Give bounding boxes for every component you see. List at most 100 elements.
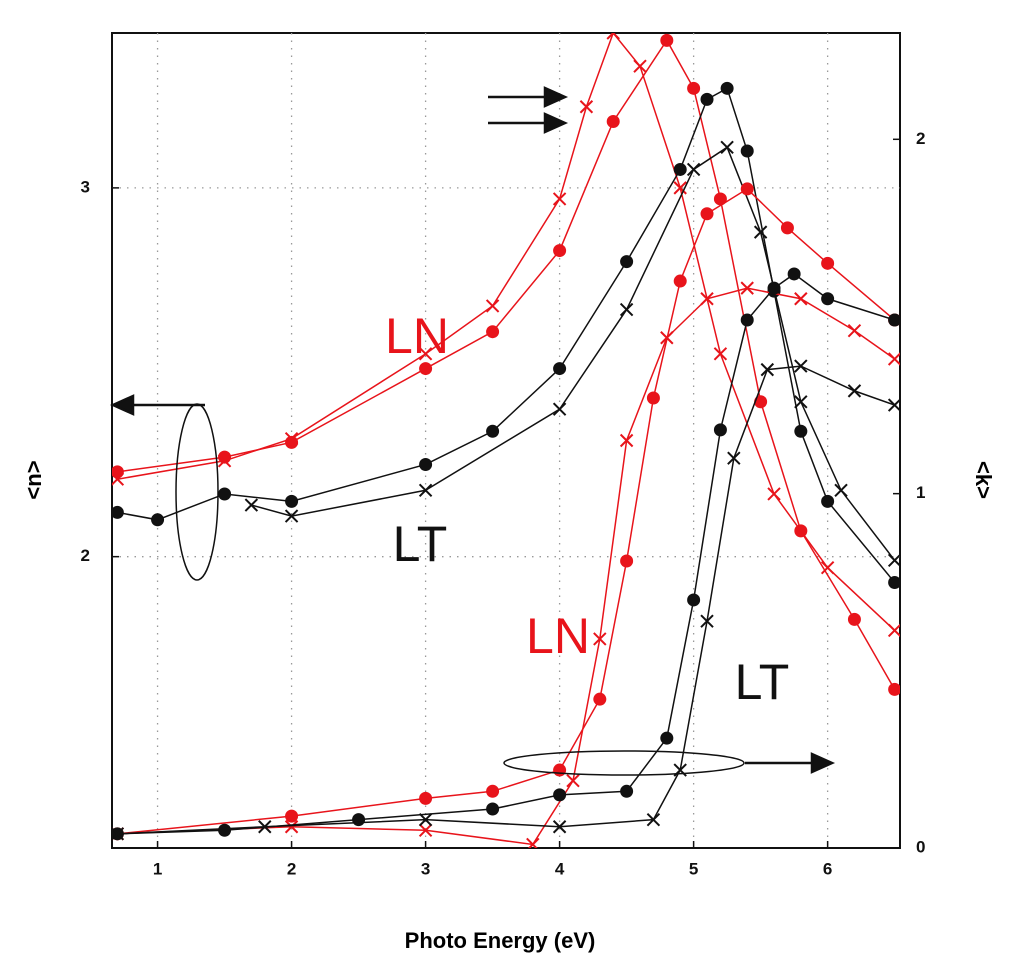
- point: [486, 325, 500, 339]
- point: [687, 81, 701, 95]
- x-tick-label: 6: [823, 859, 832, 878]
- x-tick-label: 2: [287, 859, 296, 878]
- point: [847, 612, 861, 626]
- point: [686, 162, 701, 177]
- point: [740, 144, 754, 158]
- point: [740, 182, 754, 196]
- point: [566, 773, 580, 788]
- ellipse: [503, 750, 745, 776]
- point: [740, 281, 754, 295]
- point: [418, 347, 433, 361]
- plot-frame: [111, 32, 901, 849]
- x-tick-label: 4: [555, 859, 565, 878]
- annotation: LN: [385, 308, 449, 364]
- point: [887, 352, 900, 366]
- point: [553, 244, 567, 258]
- arrow-head: [543, 86, 569, 108]
- point: [486, 784, 500, 798]
- grid: [112, 33, 900, 848]
- point: [485, 299, 500, 313]
- point: [285, 809, 299, 823]
- point: [419, 791, 433, 805]
- series-line: [117, 273, 895, 835]
- point: [713, 347, 728, 361]
- point: [151, 513, 165, 527]
- point: [660, 331, 674, 345]
- y-tick-label: 3: [81, 177, 90, 196]
- point: [112, 827, 125, 841]
- point: [787, 267, 801, 281]
- point: [720, 140, 734, 155]
- point: [218, 823, 232, 837]
- point: [821, 292, 835, 306]
- point: [418, 483, 433, 497]
- point: [646, 391, 660, 405]
- plot-area: [112, 33, 900, 848]
- point: [794, 424, 808, 438]
- point: [553, 362, 567, 376]
- point: [887, 623, 900, 638]
- point: [112, 465, 124, 479]
- ellipse: [175, 403, 219, 581]
- point: [847, 384, 862, 398]
- point: [780, 221, 794, 235]
- annotation-arrows: [109, 86, 836, 776]
- point: [660, 33, 674, 47]
- point: [486, 802, 500, 816]
- point: [593, 692, 607, 706]
- point: [619, 302, 634, 317]
- point: [112, 505, 124, 519]
- point: [552, 402, 567, 416]
- point: [794, 395, 808, 409]
- point: [285, 494, 299, 508]
- series-line: [117, 87, 896, 583]
- y2-tick-label: 0: [916, 837, 925, 856]
- point: [419, 362, 433, 376]
- point: [552, 820, 567, 834]
- point: [821, 256, 835, 270]
- y2-tick-label: 2: [916, 129, 925, 148]
- x-tick-label: 1: [153, 859, 162, 878]
- point: [418, 812, 433, 827]
- point: [794, 292, 808, 306]
- point: [754, 395, 768, 409]
- point: [720, 81, 734, 95]
- point: [593, 632, 607, 646]
- annotation: LT: [393, 516, 448, 572]
- point: [552, 192, 567, 206]
- point: [418, 823, 433, 837]
- point: [633, 59, 647, 73]
- point: [767, 487, 781, 501]
- y2-axis-label: <k>: [971, 461, 996, 499]
- point: [620, 784, 634, 798]
- y2-tick-label: 1: [916, 483, 925, 502]
- point: [646, 812, 661, 827]
- point: [834, 483, 848, 497]
- point: [284, 509, 299, 523]
- point: [888, 313, 900, 327]
- point: [727, 451, 741, 465]
- point: [887, 553, 900, 568]
- point: [700, 614, 714, 628]
- point: [888, 682, 900, 696]
- point: [619, 433, 634, 448]
- point: [673, 162, 687, 176]
- point: [700, 92, 714, 106]
- point: [740, 313, 754, 327]
- point: [794, 359, 808, 373]
- point: [660, 731, 674, 745]
- ticks: 1 2 3 4 5 6 2 3 0 1 2: [81, 129, 926, 879]
- arrow-head: [810, 752, 836, 774]
- series-line: [251, 146, 896, 561]
- point: [760, 362, 775, 377]
- point: [606, 33, 620, 40]
- x-tick-label: 3: [421, 859, 430, 878]
- point: [620, 255, 634, 269]
- point: [218, 487, 232, 501]
- point: [713, 423, 727, 437]
- point: [673, 274, 687, 288]
- series-line: [117, 38, 896, 690]
- point: [687, 593, 701, 607]
- y-tick-label: 2: [81, 546, 90, 565]
